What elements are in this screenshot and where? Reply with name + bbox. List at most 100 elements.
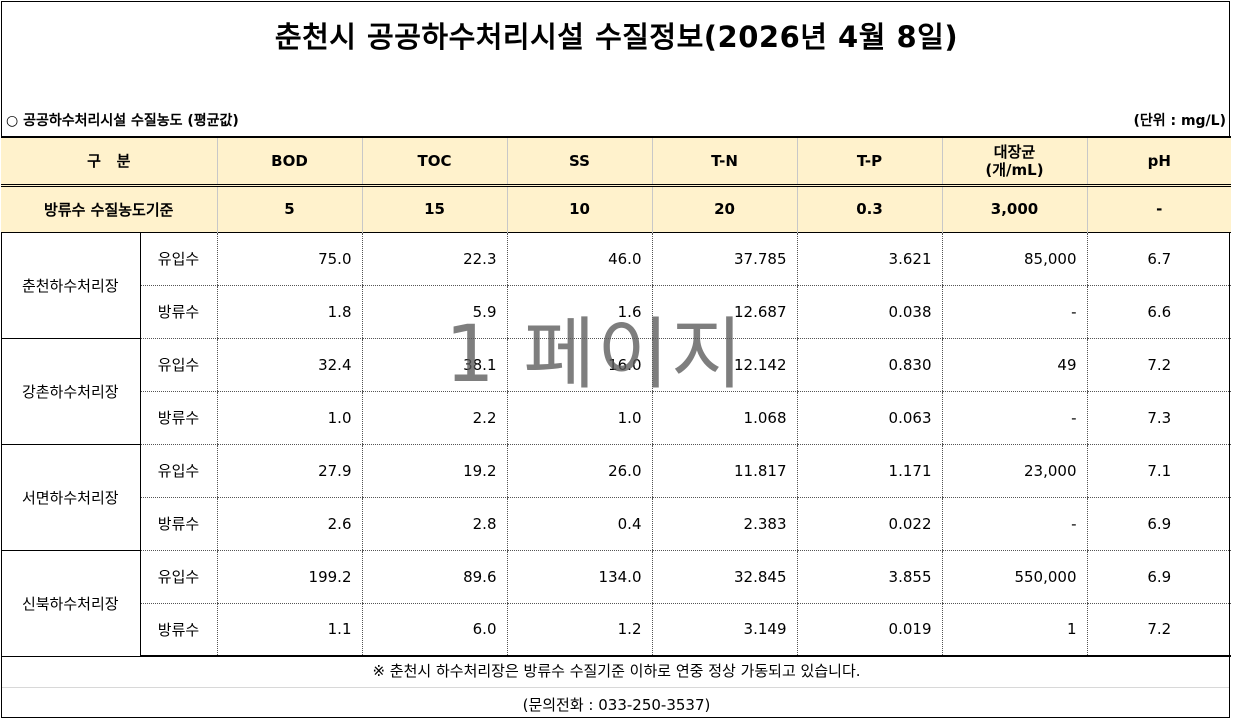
header-ph: pH: [1086, 137, 1231, 185]
header-coliform-label: 대장균: [993, 142, 1036, 161]
table-row: 방류수 1.0 2.2 1.0 1.068 0.063 - 7.3: [1, 391, 1231, 445]
cell-ss: 1.2: [506, 603, 652, 657]
standard-toc: 15: [361, 185, 507, 232]
cell-ss: 16.0: [506, 338, 652, 392]
water-type: 유입수: [140, 550, 217, 604]
cell-tp: 1.171: [796, 444, 942, 498]
cell-tn: 12.687: [651, 285, 797, 339]
cell-coliform: 85,000: [941, 232, 1087, 286]
cell-tn: 1.068: [651, 391, 797, 445]
table-row: 신북하수처리장 유입수 199.2 89.6 134.0 32.845 3.85…: [1, 550, 1231, 657]
header-toc: TOC: [361, 137, 507, 185]
cell-ph: 6.9: [1086, 550, 1231, 604]
cell-coliform: -: [941, 497, 1087, 551]
table-row: 서면하수처리장 유입수 27.9 19.2 26.0 11.817 1.171 …: [1, 444, 1231, 551]
cell-toc: 22.3: [361, 232, 507, 286]
cell-tn: 11.817: [651, 444, 797, 498]
cell-ss: 1.0: [506, 391, 652, 445]
cell-tp: 3.855: [796, 550, 942, 604]
table-caption: ○ 공공하수처리시설 수질농도 (평균값): [6, 113, 239, 129]
cell-coliform: -: [941, 285, 1087, 339]
standard-coliform: 3,000: [941, 185, 1087, 232]
contact-phone: (문의전화 : 033-250-3537): [522, 696, 711, 714]
cell-tp: 0.019: [796, 603, 942, 657]
cell-tn: 3.149: [651, 603, 797, 657]
table-row: 춘천하수처리장 유입수 75.0 22.3 46.0 37.785 3.621 …: [1, 232, 1231, 339]
cell-bod: 199.2: [216, 550, 362, 604]
cell-tn: 32.845: [651, 550, 797, 604]
cell-toc: 19.2: [361, 444, 507, 498]
cell-toc: 2.8: [361, 497, 507, 551]
water-type: 방류수: [140, 497, 217, 551]
water-type: 방류수: [140, 603, 217, 657]
plant-name: 서면하수처리장: [1, 444, 141, 551]
divider: [2, 687, 1229, 688]
standard-row: 방류수 수질농도기준 5 15 10 20 0.3 3,000 -: [1, 185, 1231, 232]
plant-name: 춘천하수처리장: [1, 232, 141, 339]
header-bod: BOD: [216, 137, 362, 185]
plant-name: 신북하수처리장: [1, 550, 141, 657]
cell-tp: 0.830: [796, 338, 942, 392]
header-coliform-unit: (개/mL): [985, 160, 1044, 179]
header-row: 구 분 BOD TOC SS T-N T-P 대장균 (개/mL) pH: [1, 137, 1231, 185]
water-type: 방류수: [140, 285, 217, 339]
standard-tp: 0.3: [796, 185, 942, 232]
cell-tp: 0.038: [796, 285, 942, 339]
cell-bod: 1.0: [216, 391, 362, 445]
cell-tp: 3.621: [796, 232, 942, 286]
cell-coliform: 23,000: [941, 444, 1087, 498]
cell-tp: 0.063: [796, 391, 942, 445]
cell-toc: 5.9: [361, 285, 507, 339]
plant-name: 강촌하수처리장: [1, 338, 141, 445]
standard-ph: -: [1086, 185, 1231, 232]
cell-coliform: 550,000: [941, 550, 1087, 604]
cell-tn: 2.383: [651, 497, 797, 551]
water-type: 유입수: [140, 338, 217, 392]
water-type: 유입수: [140, 232, 217, 286]
cell-toc: 6.0: [361, 603, 507, 657]
table-row: 방류수 2.6 2.8 0.4 2.383 0.022 - 6.9: [1, 497, 1231, 551]
cell-ss: 134.0: [506, 550, 652, 604]
cell-bod: 2.6: [216, 497, 362, 551]
cell-ph: 6.7: [1086, 232, 1231, 286]
cell-coliform: 49: [941, 338, 1087, 392]
cell-bod: 75.0: [216, 232, 362, 286]
water-quality-table: 구 분 BOD TOC SS T-N T-P 대장균 (개/mL) pH 방류수…: [1, 136, 1231, 657]
cell-ph: 7.2: [1086, 603, 1231, 657]
cell-tn: 37.785: [651, 232, 797, 286]
page-title: 춘천시 공공하수처리시설 수질정보(2026년 4월 8일): [274, 20, 959, 54]
cell-bod: 1.8: [216, 285, 362, 339]
header-coliform: 대장균 (개/mL): [941, 137, 1087, 185]
table-row: 강촌하수처리장 유입수 32.4 38.1 16.0 12.142 0.830 …: [1, 338, 1231, 445]
header-ss: SS: [506, 137, 652, 185]
standard-label: 방류수 수질농도기준: [1, 185, 217, 232]
standard-ss: 10: [506, 185, 652, 232]
cell-ss: 1.6: [506, 285, 652, 339]
header-category: 구 분: [1, 137, 217, 185]
cell-toc: 38.1: [361, 338, 507, 392]
cell-toc: 2.2: [361, 391, 507, 445]
header-tn: T-N: [651, 137, 797, 185]
cell-bod: 32.4: [216, 338, 362, 392]
footnote: ※ 춘천시 하수처리장은 방류수 수질기준 이하로 연중 정상 가동되고 있습니…: [372, 662, 861, 680]
table-row: 방류수 1.1 6.0 1.2 3.149 0.019 1 7.2: [1, 603, 1231, 657]
water-type: 유입수: [140, 444, 217, 498]
standard-tn: 20: [651, 185, 797, 232]
header-tp: T-P: [796, 137, 942, 185]
cell-coliform: 1: [941, 603, 1087, 657]
cell-toc: 89.6: [361, 550, 507, 604]
cell-tn: 12.142: [651, 338, 797, 392]
cell-ph: 7.1: [1086, 444, 1231, 498]
cell-tp: 0.022: [796, 497, 942, 551]
cell-ss: 26.0: [506, 444, 652, 498]
water-type: 방류수: [140, 391, 217, 445]
cell-ph: 6.6: [1086, 285, 1231, 339]
standard-bod: 5: [216, 185, 362, 232]
unit-label: (단위 : mg/L): [1133, 113, 1226, 129]
cell-ss: 0.4: [506, 497, 652, 551]
cell-ph: 6.9: [1086, 497, 1231, 551]
table-row: 방류수 1.8 5.9 1.6 12.687 0.038 - 6.6: [1, 285, 1231, 339]
cell-coliform: -: [941, 391, 1087, 445]
cell-ph: 7.2: [1086, 338, 1231, 392]
cell-bod: 27.9: [216, 444, 362, 498]
